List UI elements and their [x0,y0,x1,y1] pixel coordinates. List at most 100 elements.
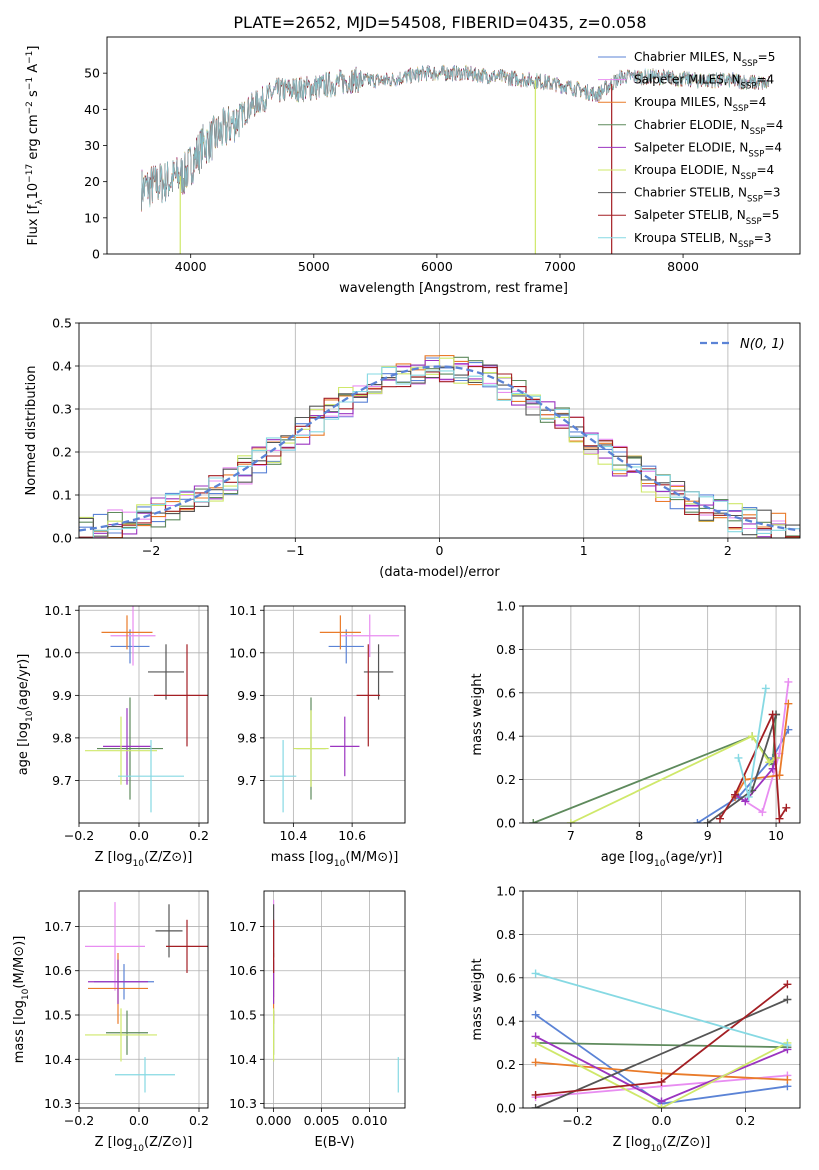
Z_mass-ytick-label: 10.4 [44,1052,72,1067]
EBV_mass-xtick-label: 0.000 [256,1113,292,1128]
residuals-xtick-label: −2 [142,543,160,558]
weight-marker [657,1104,666,1108]
residuals-ytick-label: 0.1 [52,488,72,503]
weight-line [535,1042,788,1108]
spectrum-xtick-label: 4000 [175,259,207,274]
y-axis-label-part: −2 [25,101,35,114]
y-axis-label: mass [log10(M/M⊙)] [12,936,31,1064]
x-axis-label-tail: (Z/Z⊙)] [144,850,192,865]
weight-marker [748,732,757,741]
x-axis-label: (data-model)/error [379,565,500,580]
mass_age-ytick-label: 10.1 [229,603,257,618]
axes-frame [78,322,801,539]
legend-label: Kroupa MILES, NSSP=4 [634,95,766,114]
residuals-plot: −2 −1 0 1 2 0.0 0.1 0.2 0.3 0.4 0.5 (data-model)/er… [24,316,801,580]
Z_age-ytick-label: 10.1 [44,603,72,618]
EBV_mass-ytick-label: 10.5 [229,1008,257,1023]
axes-frame [522,890,801,1109]
mass_age-xtick-label: 10.4 [279,828,307,843]
Z_weight-ytick-label: 0.8 [496,927,516,942]
age_weight-ytick-label: 0.6 [496,685,516,700]
z-mass-plot: −0.2 0.0 0.2 10.3 10.4 10.5 10.6 10.7 Z [log10(Z… [12,890,209,1154]
Z_age-ytick-label: 9.8 [52,730,72,745]
legend-label: Salpeter MILES, NSSP=4 [634,73,774,92]
y-axis-label-part: Flux [f [26,204,41,245]
age_weight-xtick-label: 10 [768,828,784,843]
y-axis-label-part: erg cm [26,114,41,163]
Z_mass-ytick-label: 10.7 [44,919,72,934]
weight-marker [758,808,767,817]
weight-marker [531,969,540,978]
age_weight-xtick-label: 7 [567,828,575,843]
y-axis-label-part: −17 [25,164,35,183]
Z_mass-ytick-label: 10.5 [44,1008,72,1023]
axes-frame [263,605,406,824]
Z_weight-ytick-label: 0.2 [496,1057,516,1072]
weight-marker [531,1104,540,1108]
weight-marker [693,819,702,823]
weight-marker [775,814,784,823]
weight-marker [744,792,753,801]
Z_age-xtick-label: −0.2 [64,828,94,843]
mass-age-plot: 10.4 10.6 9.7 9.8 9.9 10.0 10.1 mass [log10(M/M… [229,603,406,869]
EBV_mass-xtick-label: 0.010 [352,1113,388,1128]
weight-line [535,972,788,1046]
Z_age-xtick-label: 0.2 [189,828,209,843]
residuals-xtick-label: −1 [286,543,304,558]
axes-frame [263,890,406,1109]
legend-label-sub: SSP [748,149,764,159]
legend-label-value: =4 [749,95,767,109]
y-axis-label: Normed distribution [24,366,39,496]
histogram-series [79,355,800,538]
Z_weight-ytick-label: 0.0 [496,1101,516,1116]
weight-marker [657,1077,666,1086]
spectrum-ytick-label: 0 [92,247,100,262]
weight-line [744,681,790,814]
weight-marker [734,753,743,762]
legend-label-sub: SSP [733,104,749,114]
legend-label-value: =3 [754,231,772,245]
y-axis-label-part: −1 [25,51,35,64]
x-axis-label: Z [log10(Z/Z⊙)] [95,1135,193,1154]
Z_weight-ytick-label: 1.0 [496,884,516,899]
Z_mass-xtick-label: 0.0 [129,1113,149,1128]
axes-frame [522,605,801,824]
spectrum-ytick-label: 30 [84,138,100,153]
weight-line [570,735,777,823]
EBV_mass-ytick-label: 10.4 [229,1052,257,1067]
x-axis-label-sub: 10 [654,859,666,869]
y-axis-label: mass weight [470,958,485,1040]
residuals-ytick-label: 0.2 [52,445,72,460]
spectrum-plot-area [141,64,770,254]
weight-marker [765,758,774,767]
spectrum-xtick-label: 5000 [298,259,330,274]
weight-marker [761,684,770,693]
legend-label-value: =4 [756,163,774,177]
x-axis-label: wavelength [Angstrom, rest frame] [339,281,568,296]
legend-label-sub: SSP [747,195,763,205]
weight-line [734,757,777,803]
Z_age-ytick-label: 9.7 [52,773,72,788]
x-axis-label: Z [log10(Z/Z⊙)] [613,1135,711,1154]
age-weight-plot: 7 8 9 10 0.0 0.2 0.4 0.6 0.8 1.0 age [log10(age/yr… [470,599,801,869]
legend-label: N(0, 1) [740,337,785,352]
legend-label: Kroupa STELIB, NSSP=3 [634,231,772,250]
weight-marker [703,819,712,823]
spectrum-xtick-label: 7000 [544,259,576,274]
legend-label-sub: SSP [746,217,762,227]
Z_mass-ytick-label: 10.6 [44,963,72,978]
residuals-ytick-label: 0.0 [52,531,72,546]
normal-curve [79,365,800,532]
legend-label-value: =4 [764,140,782,154]
residuals-plot-area [79,355,800,538]
weight-marker [783,1041,792,1050]
Z_age-plot-area [85,606,208,813]
weight-marker [566,819,575,823]
Z_mass-plot-area [85,902,208,1093]
Z_weight-xtick-label: 0.0 [652,1113,672,1128]
age_weight-xtick-label: 8 [635,828,643,843]
weight-marker [783,1075,792,1084]
axes-frame [78,890,209,1109]
Z_weight-plot-area [531,969,792,1108]
x-axis-label: Z [log10(Z/Z⊙)] [95,850,193,869]
